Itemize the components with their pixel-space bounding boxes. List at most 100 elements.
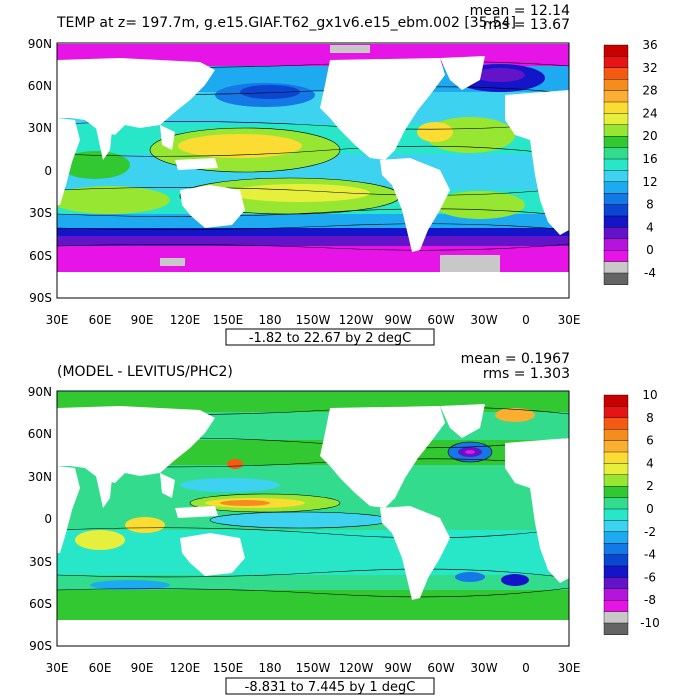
y-tick: 30N: [28, 470, 52, 484]
x-tick: 60W: [427, 313, 454, 327]
panel-top-mean: mean = 12.14: [470, 3, 571, 19]
range-box-bottom: [225, 677, 435, 695]
colorbar-bottom: 10 8 6 4 2 0 -2 -4 -6 -8 -10: [603, 388, 660, 636]
x-tick: 30E: [46, 661, 69, 675]
panel-bottom-title: (MODEL - LEVITUS/PHC2): [57, 364, 233, 380]
y-tick: 30N: [28, 121, 52, 135]
x-tick: 30E: [46, 313, 69, 327]
range-box-top: [225, 328, 435, 346]
colorbar-label: 0: [646, 243, 654, 257]
x-tick: 120E: [170, 313, 201, 327]
colorbar-swatch: [603, 249, 629, 263]
colorbar-label: 4: [646, 220, 654, 234]
colorbar-label: -2: [644, 525, 656, 539]
colorbar-swatch: [603, 147, 629, 160]
colorbar-swatch: [603, 124, 629, 137]
x-tick: 30W: [470, 313, 497, 327]
colorbar-label: 8: [646, 198, 654, 212]
colorbar-label: 10: [642, 388, 657, 402]
colorbar-swatch: [603, 520, 629, 533]
y-tick: 60S: [29, 597, 52, 611]
colorbar-swatch: [603, 463, 629, 476]
colorbar-swatch: [603, 113, 629, 126]
colorbar-swatch: [603, 531, 629, 544]
colorbar-swatch: [603, 56, 629, 69]
colorbar-label: -6: [644, 570, 656, 584]
x-tick: 90E: [131, 661, 154, 675]
y-tick: 0: [44, 512, 52, 526]
colorbar-swatch: [603, 577, 629, 590]
colorbar-label: 8: [646, 411, 654, 425]
x-tick: 90W: [384, 661, 411, 675]
colorbar-swatch: [603, 565, 629, 579]
colorbar-top: 36 32 28 24 20 16 12 8 4 0 -4: [603, 38, 658, 286]
colorbar-swatch: [603, 170, 629, 183]
colorbar-swatch: [603, 486, 629, 499]
y-tick: 0: [44, 164, 52, 178]
x-tick: 60E: [89, 661, 112, 675]
colorbar-swatch: [603, 554, 629, 567]
y-axis-bottom: 90N 60N 30N 0 30S 60S 90S: [28, 385, 52, 653]
x-tick: 120E: [170, 661, 201, 675]
map-bottom-frame: [56, 390, 570, 647]
x-tick: 30E: [558, 313, 581, 327]
colorbar-label: -10: [640, 616, 660, 630]
colorbar-swatch: [603, 588, 629, 601]
y-tick: 90N: [28, 385, 52, 399]
y-tick: 60N: [28, 79, 52, 93]
land-mask: [57, 404, 569, 646]
colorbar-swatch: [603, 508, 629, 522]
map-top-frame: [56, 42, 570, 299]
colorbar-swatch: [603, 600, 629, 613]
colorbar-swatch: [603, 611, 629, 624]
colorbar-label: -4: [644, 266, 656, 280]
colorbar-label: 36: [642, 38, 657, 52]
colorbar-label: -8: [644, 593, 656, 607]
x-axis-top: 30E 60E 90E 120E 150E 180 150W 120W 90W …: [46, 313, 581, 327]
colorbar-label: 6: [646, 434, 654, 448]
colorbar-label: 20: [642, 129, 657, 143]
panel-top-rms: rms = 13.67: [483, 17, 570, 33]
y-tick: 30S: [29, 555, 52, 569]
colorbar-swatch: [603, 158, 629, 172]
panel-top-title: TEMP at z= 197.7m, g.e15.GIAF.T62_gx1v6.…: [56, 15, 516, 31]
x-tick: 150E: [213, 313, 244, 327]
colorbar-label: 28: [642, 84, 657, 98]
colorbar-swatch: [603, 406, 629, 419]
colorbar-swatch: [603, 101, 629, 115]
y-tick: 90S: [29, 291, 52, 305]
colorbar-swatch: [603, 429, 629, 442]
colorbar-swatch: [603, 261, 629, 274]
colorbar-swatch: [603, 227, 629, 240]
colorbar-swatch: [603, 238, 629, 251]
colorbar-label: -4: [644, 548, 656, 562]
arctic-band: [57, 44, 569, 66]
land-mask: [57, 56, 569, 298]
x-tick: 60E: [89, 313, 112, 327]
colorbar-label: 16: [642, 152, 657, 166]
colorbar-swatch: [603, 451, 629, 465]
colorbar-swatch: [603, 440, 629, 453]
colorbar-swatch: [603, 417, 629, 430]
x-tick: 150W: [296, 661, 331, 675]
colorbar-swatch: [603, 78, 629, 92]
panel-bottom-rms: rms = 1.303: [483, 366, 570, 382]
x-tick: 30E: [558, 661, 581, 675]
range-label-top: -1.82 to 22.67 by 2 degC: [249, 331, 411, 346]
y-tick: 60N: [28, 427, 52, 441]
x-tick: 60W: [427, 661, 454, 675]
y-tick: 90S: [29, 639, 52, 653]
colorbar-label: 0: [646, 502, 654, 516]
x-tick: 180: [259, 313, 282, 327]
colorbar-label: 4: [646, 456, 654, 470]
y-tick: 30S: [29, 206, 52, 220]
x-tick: 150W: [296, 313, 331, 327]
map-top: [57, 43, 569, 298]
colorbar-swatch: [603, 215, 629, 229]
x-tick: 0: [522, 661, 530, 675]
colorbar-swatch: [603, 67, 629, 80]
colorbar-label: 12: [642, 175, 657, 189]
colorbar-label: 24: [642, 106, 657, 120]
panel-top: TEMP at z= 197.7m, g.e15.GIAF.T62_gx1v6.…: [28, 3, 658, 346]
